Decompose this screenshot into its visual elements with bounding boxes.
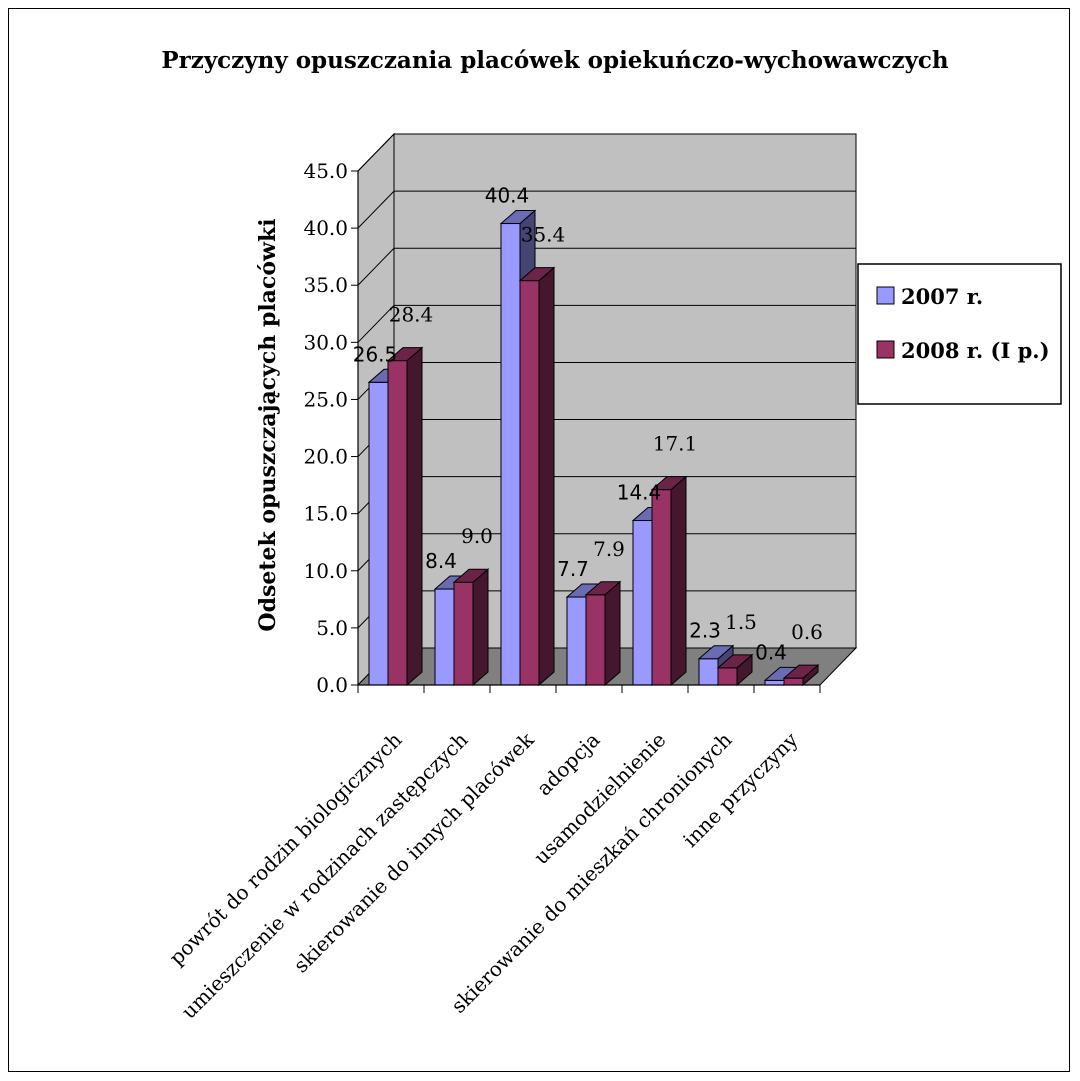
x-tick-label: skierowanie do innych placówek [289,727,539,977]
bar-front [368,381,389,686]
bar-front [566,596,587,686]
y-tick-label: 45.0 [303,159,348,183]
data-label: 17.1 [653,432,698,456]
bar-top [386,347,424,362]
bar-front [585,594,606,686]
back-wall [393,133,857,649]
y-tick-label: 20.0 [303,445,348,469]
bar [452,568,490,687]
bar-side [406,346,423,687]
bar-front [632,520,653,686]
data-label: 8.4 [425,549,457,573]
legend-swatch-2008 [876,340,895,359]
y-tick-label: 30.0 [303,330,348,354]
bar-top [518,267,556,282]
bar-top [499,210,537,225]
bar-top [584,581,622,596]
bar [584,580,622,687]
bar-front [387,360,408,686]
y-tick-label: 25.0 [303,387,348,411]
bar-side [538,266,555,687]
y-tick-label: 5.0 [316,616,348,640]
bar [518,266,556,687]
bar-front [519,280,540,686]
y-axis: 0.0 5.0 10.0 15.0 20.0 25.0 30.0 35.0 40.0 45.0 [303,159,359,697]
gridline [357,247,856,286]
y-tick-label: 10.0 [303,559,348,583]
y-axis-label: Odsetek opuszczających placówki [255,218,281,631]
data-label: 35.4 [521,223,566,247]
bar [650,475,688,687]
bar [716,653,754,687]
legend-label-2008: 2008 r. (I p.) [901,338,1050,363]
y-tick-label: 0.0 [316,673,348,697]
gridline [357,190,856,229]
data-label: 7.7 [557,557,589,581]
x-tick-label: umieszczenie w rodzinach zastępczych [177,727,473,1023]
data-label: 1.5 [725,610,757,634]
x-tick-label: inne przyczyny [678,727,803,852]
bar-top [782,664,820,679]
bar-front [764,679,785,686]
bar-front [434,588,455,686]
data-label: 40.4 [485,184,530,208]
bar-side [604,580,621,687]
bar-front [651,489,672,686]
bar-side [472,568,489,687]
gridline [357,304,856,343]
legend: 2007 r. 2008 r. (I p.) [857,263,1062,405]
bar-top [650,476,688,491]
data-label: 14.4 [617,481,662,505]
x-axis: powrót do rodzin biologicznychumieszczen… [164,684,821,1024]
bar-side [670,475,687,687]
bar-front [500,223,521,686]
legend-swatch-2007 [876,286,895,305]
y-tick-label: 15.0 [303,502,348,526]
bar-top [697,645,735,660]
bar-front [698,658,719,686]
bar [386,346,424,687]
data-label: 0.4 [755,640,787,664]
data-label: 26.5 [353,342,398,366]
bar-top [716,654,754,669]
bar-front [717,667,738,686]
data-label: 28.4 [389,303,434,327]
bars [367,209,820,687]
legend-label-2007: 2007 r. [901,284,983,309]
data-label: 7.9 [593,537,625,561]
gridline [357,133,856,172]
y-tick-label: 35.0 [303,273,348,297]
y-tick-label: 40.0 [303,216,348,240]
data-label: 9.0 [461,524,493,548]
data-label: 2.3 [689,619,721,643]
bar-top [452,568,490,583]
data-labels: 26.5 28.4 8.49.0 40.4 35.4 7.77.9 14.4 17.1 2.3 1… [353,184,823,665]
data-label: 0.6 [791,620,823,644]
bar-front [783,677,804,686]
chart-title: Przyczyny opuszczania placówek opiekuńcz… [161,47,949,74]
bar-front [453,581,474,686]
x-tick-label: powrót do rodzin biologicznych [164,727,406,969]
